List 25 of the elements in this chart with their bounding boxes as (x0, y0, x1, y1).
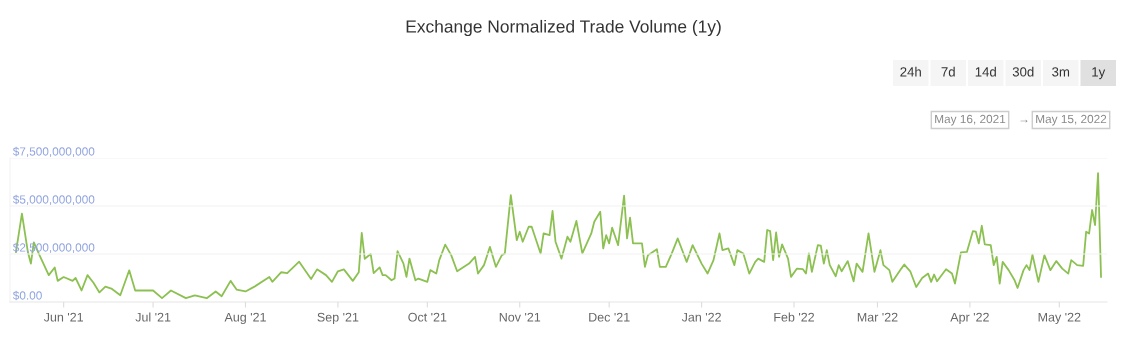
y-tick-label: $5,000,000,000 (12, 194, 95, 206)
text: 14d (975, 66, 996, 77)
text: 3m (1052, 67, 1070, 77)
text: → (1020, 119, 1028, 123)
x-tick-label: Sep '21 (317, 312, 359, 325)
y-tick-label: $0.00 (12, 290, 42, 301)
x-tick-label: Jun '21 (43, 312, 84, 322)
text: 1y (1092, 67, 1106, 80)
x-tick-label: Nov '21 (499, 312, 541, 322)
chart-title: Exchange Normalized Trade Volume (1y) (406, 19, 721, 37)
x-tick-label: Jan '22 (681, 312, 721, 322)
x-tick-label: Dec '21 (589, 312, 630, 322)
text: May 15, 2022 (1036, 114, 1107, 126)
text: 7d (941, 66, 955, 77)
y-tick-label: $7,500,000,000 (12, 146, 95, 158)
x-tick-label: Oct '21 (408, 312, 447, 322)
x-tick-label: May '22 (1038, 312, 1081, 325)
x-tick-label: Apr '22 (950, 312, 989, 325)
x-tick-label: Jul '21 (135, 312, 171, 322)
x-tick-label: Mar '22 (857, 312, 898, 322)
text: 30d (1012, 66, 1034, 77)
text: 24h (900, 66, 921, 77)
text: May 16, 2021 (935, 114, 1006, 126)
x-tick-label: Aug '21 (224, 312, 266, 325)
x-tick-label: Feb '22 (774, 312, 815, 322)
